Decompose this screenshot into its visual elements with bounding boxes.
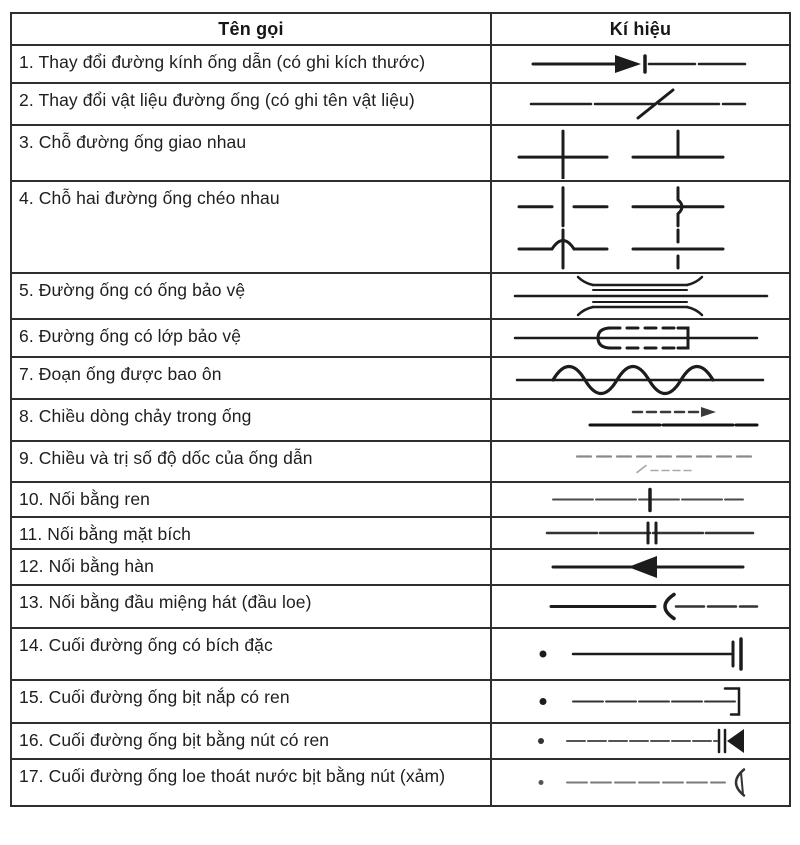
symbol-cell xyxy=(490,124,791,182)
table-row: 11. Nối bằng mặt bích xyxy=(10,516,791,550)
threaded-plug-end-icon xyxy=(537,728,744,754)
bell-mouth-joint-icon xyxy=(549,592,758,621)
flow-direction-icon xyxy=(588,407,758,427)
scanned-document-page: Tên gọi Kí hiệu 1. Thay đổi đường kính ố… xyxy=(10,12,791,807)
row-label: 10. Nối bằng ren xyxy=(10,481,492,518)
row-label: 3. Chỗ đường ống giao nhau xyxy=(10,124,492,182)
symbol-cell xyxy=(490,82,791,126)
flange-joint-icon xyxy=(545,521,754,545)
symbol-cell xyxy=(490,398,791,442)
table-row: 1. Thay đổi đường kính ống dẫn (có ghi k… xyxy=(10,44,791,84)
row-label: 13. Nối bằng đầu miệng hát (đầu loe) xyxy=(10,583,492,629)
row-label: 8. Chiều dòng chảy trong ống xyxy=(10,398,492,442)
table-row: 13. Nối bằng đầu miệng hát (đầu loe) xyxy=(10,583,791,629)
symbol-cell xyxy=(490,547,791,586)
table-row: 10. Nối bằng ren xyxy=(10,481,791,518)
symbol-cell xyxy=(490,721,791,760)
table-row: 2. Thay đổi vật liệu đường ống (có ghi t… xyxy=(10,82,791,126)
symbol-cell xyxy=(490,583,791,629)
pipes-crossing-icon xyxy=(517,129,724,179)
symbol-cell xyxy=(490,678,791,724)
row-label: 14. Cuối đường ống có bích đặc xyxy=(10,626,492,681)
welded-joint-icon xyxy=(551,555,744,578)
row-label: 11. Nối bằng mặt bích xyxy=(10,516,492,550)
row-label: 17. Cuối đường ống loe thoát nước bịt bằ… xyxy=(10,757,492,807)
column-header-name: Tên gọi xyxy=(10,12,492,46)
pipe-with-protective-pipe-icon xyxy=(513,275,768,317)
row-label: 5. Đường ống có ống bảo vệ xyxy=(10,272,492,320)
row-label: 7. Đoạn ống được bao ôn xyxy=(10,356,492,400)
symbol-cell xyxy=(490,516,791,550)
table-row: 16. Cuối đường ống bịt bằng nút có ren xyxy=(10,721,791,760)
symbol-cell xyxy=(490,180,791,274)
row-label: 12. Nối bằng hàn xyxy=(10,547,492,586)
column-header-symbol: Kí hiệu xyxy=(490,12,791,46)
pipe-with-protective-layer-icon xyxy=(513,326,758,350)
diameter-change-icon xyxy=(531,54,748,74)
table-row: 5. Đường ống có ống bảo vệ xyxy=(10,272,791,320)
caulked-plug-end-icon xyxy=(538,768,745,797)
pipe-symbols-table: Tên gọi Kí hiệu 1. Thay đổi đường kính ố… xyxy=(10,12,791,807)
slope-direction-value-icon xyxy=(575,455,754,474)
table-row: 15. Cuối đường ống bịt nắp có ren xyxy=(10,678,791,724)
threaded-joint-icon xyxy=(551,487,744,513)
table-row: 17. Cuối đường ống loe thoát nước bịt bằ… xyxy=(10,757,791,807)
table-row: 7. Đoạn ống được bao ôn xyxy=(10,356,791,400)
insulated-pipe-icon xyxy=(515,364,764,396)
blind-flange-end-icon xyxy=(539,637,743,671)
symbol-cell xyxy=(490,440,791,483)
row-label: 6. Đường ống có lớp bảo vệ xyxy=(10,318,492,358)
row-label: 4. Chỗ hai đường ống chéo nhau xyxy=(10,180,492,274)
symbol-cell xyxy=(490,481,791,518)
symbol-cell xyxy=(490,626,791,681)
symbol-cell xyxy=(490,272,791,320)
row-label: 9. Chiều và trị số độ dốc của ống dẫn xyxy=(10,440,492,483)
symbol-cell xyxy=(490,44,791,84)
table-row: 4. Chỗ hai đường ống chéo nhau xyxy=(10,180,791,274)
row-label: 2. Thay đổi vật liệu đường ống (có ghi t… xyxy=(10,82,492,126)
table-row: 9. Chiều và trị số độ dốc của ống dẫn xyxy=(10,440,791,483)
symbol-cell xyxy=(490,318,791,358)
table-row: 6. Đường ống có lớp bảo vệ xyxy=(10,318,791,358)
threaded-cap-end-icon xyxy=(539,687,740,716)
table-row: 8. Chiều dòng chảy trong ống xyxy=(10,398,791,442)
material-change-icon xyxy=(529,88,746,120)
header-row: Tên gọi Kí hiệu xyxy=(10,12,791,46)
row-label: 1. Thay đổi đường kính ống dẫn (có ghi k… xyxy=(10,44,492,84)
row-label: 15. Cuối đường ống bịt nắp có ren xyxy=(10,678,492,724)
row-label: 16. Cuối đường ống bịt bằng nút có ren xyxy=(10,721,492,760)
pipes-crossing-no-connection-icon xyxy=(517,186,724,270)
table-row: 3. Chỗ đường ống giao nhau xyxy=(10,124,791,182)
table-row: 14. Cuối đường ống có bích đặc xyxy=(10,626,791,681)
symbol-cell xyxy=(490,757,791,807)
symbol-cell xyxy=(490,356,791,400)
table-row: 12. Nối bằng hàn xyxy=(10,547,791,586)
